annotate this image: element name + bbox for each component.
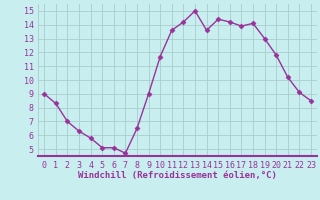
X-axis label: Windchill (Refroidissement éolien,°C): Windchill (Refroidissement éolien,°C) — [78, 171, 277, 180]
